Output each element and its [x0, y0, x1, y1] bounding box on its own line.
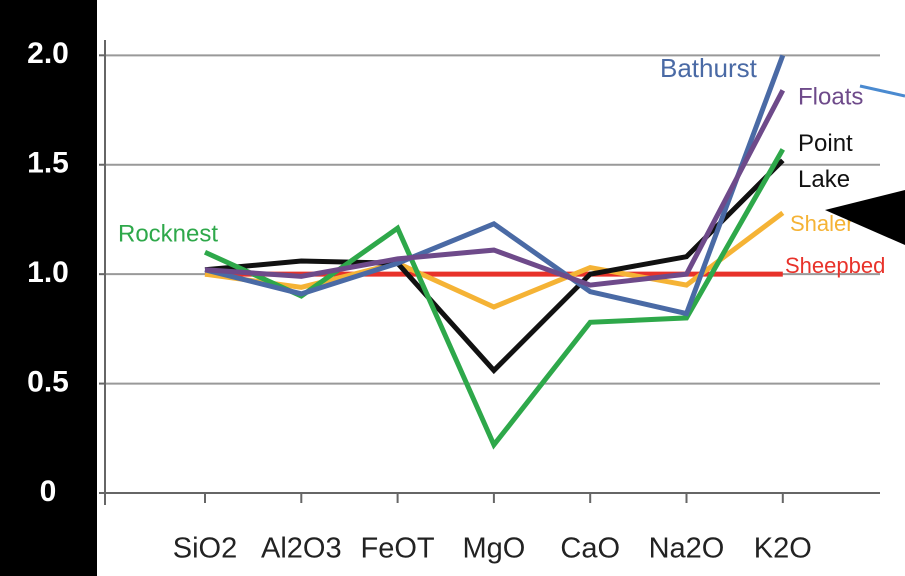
x-tick-label: Al2O3 [261, 533, 342, 565]
pointer-wedge [825, 190, 905, 245]
series-line [204, 158, 785, 375]
series-label: Floats [798, 83, 863, 110]
y-tick-label: 0 [40, 475, 57, 508]
x-tick-label: SiO2 [173, 533, 237, 565]
series-label: Point Lake [798, 130, 853, 193]
series-line [204, 54, 786, 317]
y-tick-label: 1.0 [27, 256, 69, 289]
fragment-line [859, 84, 905, 98]
series-label: Bathurst [660, 53, 758, 83]
x-tick-label: CaO [560, 533, 620, 565]
axis-panel [0, 0, 97, 576]
series-line [204, 89, 786, 288]
x-tick-label: K2O [754, 533, 812, 565]
x-tick-label: FeOT [361, 533, 435, 565]
series-label: Rocknest [118, 220, 218, 247]
y-tick-label: 0.5 [27, 366, 69, 399]
series-line [204, 210, 785, 310]
series-label: Sheepbed [785, 253, 885, 278]
y-tick-label: 2.0 [27, 37, 69, 70]
x-tick-label: MgO [462, 533, 525, 565]
series-line [203, 148, 785, 450]
y-tick-label: 1.5 [27, 147, 69, 180]
x-tick-label: Na2O [649, 533, 725, 565]
